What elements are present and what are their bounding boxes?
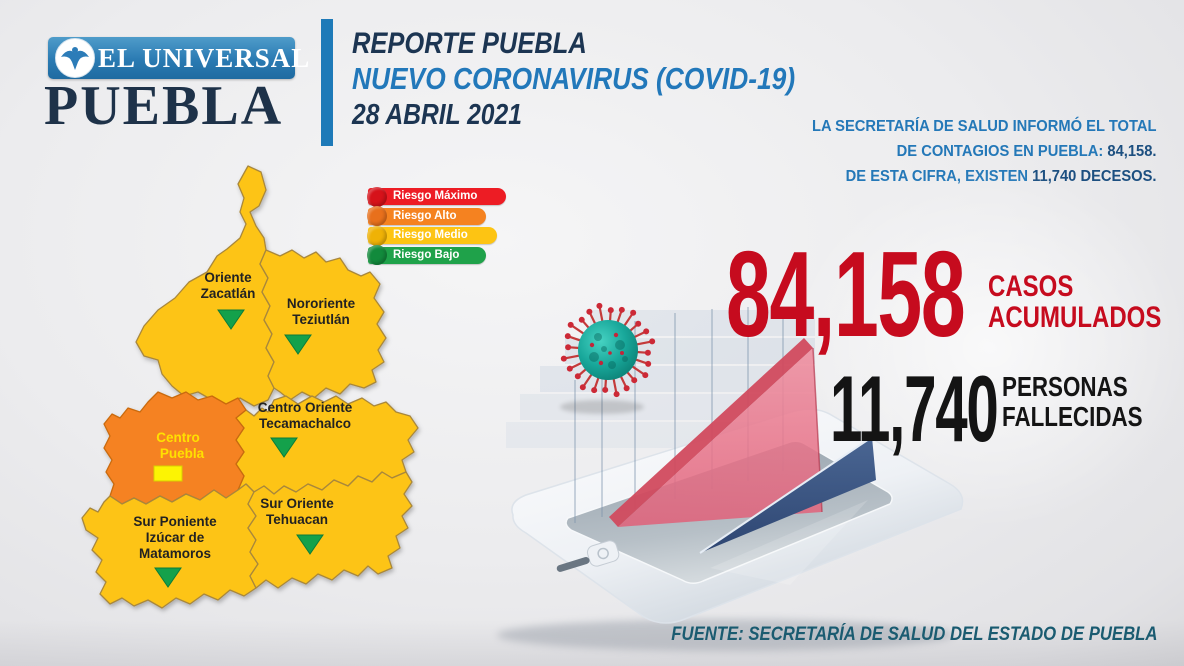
- svg-text:Zacatlán: Zacatlán: [201, 286, 256, 301]
- cases-total: 84,158: [726, 226, 966, 362]
- report-title: REPORTE PUEBLA: [352, 27, 587, 60]
- report-date: 28 ABRIL 2021: [352, 99, 522, 131]
- risk-max-dot-icon: [367, 186, 387, 207]
- map-label-centro-oriente-tecamachalco: Centro Oriente: [258, 400, 353, 415]
- map-region-nororiente-teziutlan: [259, 249, 387, 401]
- legend-item-riesgo-medio: Riesgo Medio: [367, 225, 497, 246]
- summary-line-1: LA SECRETARÍA DE SALUD INFORMÓ EL TOTAL: [812, 118, 1157, 135]
- coronavirus-icon: [560, 302, 656, 414]
- header-divider-bar: [321, 19, 333, 146]
- svg-text:Puebla: Puebla: [160, 446, 205, 461]
- deaths-label: PERSONAS FALLECIDAS: [1002, 371, 1143, 432]
- tablet-shadow: [497, 619, 953, 651]
- source-credit: FUENTE: SECRETARÍA DE SALUD DEL ESTADO D…: [671, 624, 1157, 646]
- risk-high-dot-icon: [367, 206, 387, 226]
- masthead-title: EL UNIVERSAL: [98, 43, 311, 73]
- svg-text:Izúcar de: Izúcar de: [146, 530, 205, 545]
- map-region-sur-oriente: [247, 471, 413, 589]
- trend-down-icon-teziutlan: [284, 334, 312, 355]
- trend-down-icon-tecamachalco: [270, 437, 298, 458]
- bottom-vignette: [0, 620, 1184, 666]
- legend-item-riesgo-alto: Riesgo Alto: [367, 206, 486, 226]
- screen-reflection: [710, 500, 868, 585]
- deaths-total: 11,740: [830, 356, 999, 461]
- map-label-centro-puebla: Centro: [156, 430, 200, 445]
- map-region-sur-poniente: [81, 483, 259, 609]
- trend-down-icon-sur-oriente: [296, 534, 324, 555]
- risk-legend: Riesgo Máximo Riesgo Alto Riesgo Medio R…: [367, 186, 506, 266]
- legend-item-riesgo-bajo: Riesgo Bajo: [367, 245, 486, 265]
- tablet-port-slot: [556, 557, 590, 572]
- map-label-oriente-zacatlan: Oriente: [204, 270, 252, 285]
- risk-mid-dot-icon: [367, 225, 387, 246]
- svg-text:Tehuacan: Tehuacan: [266, 512, 328, 527]
- trend-flat-icon-centro-puebla: [153, 465, 183, 482]
- summary-cases-value: 84,158.: [1107, 143, 1157, 160]
- map-label-sur-poniente: Sur Poniente: [133, 514, 217, 529]
- masthead-region: PUEBLA: [44, 75, 284, 137]
- trend-down-icon-zacatlan: [217, 309, 245, 330]
- summary-line-2: DE CONTAGIOS EN PUEBLA: 84,158.: [897, 143, 1157, 160]
- legend-item-riesgo-maximo: Riesgo Máximo: [367, 186, 506, 207]
- cases-label: CASOS ACUMULADOS: [988, 270, 1162, 334]
- risk-low-dot-icon: [367, 245, 387, 265]
- tablet-chart-illustration: [497, 302, 964, 651]
- map-label-sur-oriente: Sur Oriente: [260, 496, 334, 511]
- puebla-regions-map: Oriente Zacatlán Nororiente Teziutlán Ce…: [81, 165, 419, 609]
- svg-text:Teziutlán: Teziutlán: [292, 312, 350, 327]
- svg-text:Tecamachalco: Tecamachalco: [259, 416, 351, 431]
- eagle-emblem-icon: [55, 38, 95, 78]
- tablet-home-button: [586, 540, 620, 567]
- deaths-wedge: [699, 436, 876, 554]
- map-label-nororiente-teziutlan: Nororiente: [287, 296, 356, 311]
- trend-down-icon-sur-poniente: [154, 567, 182, 588]
- masthead-bar: EL UNIVERSAL: [48, 37, 311, 79]
- svg-text:Matamoros: Matamoros: [139, 546, 211, 561]
- report-subtitle: NUEVO CORONAVIRUS (COVID-19): [352, 61, 796, 96]
